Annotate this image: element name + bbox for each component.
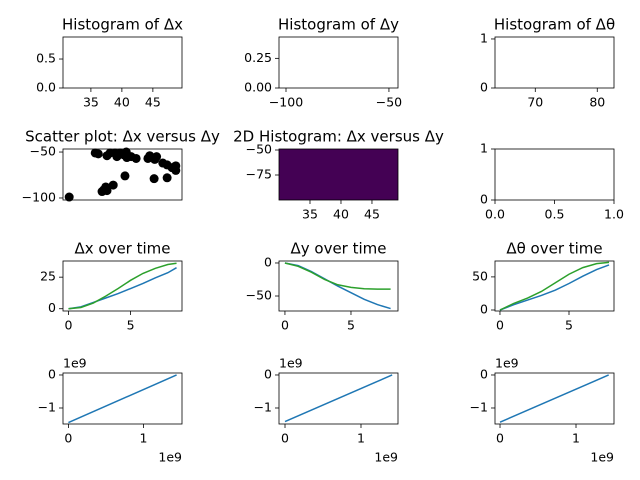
x-tick-label: 1.0 <box>604 207 624 222</box>
y-tick-label: 0 <box>264 254 272 269</box>
x-tick-label: 1 <box>572 431 580 446</box>
x-tick-label: 45 <box>364 207 380 222</box>
x-tick-label: 0.0 <box>485 207 505 222</box>
subplot-title: Histogram of Δθ <box>494 16 615 34</box>
subplot-title: Δx over time <box>74 240 170 258</box>
x-offset-label: 1e9 <box>158 450 182 465</box>
x-tick-label: 5 <box>347 318 355 333</box>
line <box>499 374 609 423</box>
line <box>68 374 177 424</box>
x-tick-label: 35 <box>302 207 318 222</box>
x-tick-label: 70 <box>527 95 543 110</box>
y-tick-label: 0.5 <box>36 51 56 66</box>
line <box>284 374 393 423</box>
y-tick-label: 0 <box>480 80 488 95</box>
scatter-point <box>162 173 172 183</box>
x-tick-label: −100 <box>269 95 303 110</box>
subplot-title: Scatter plot: Δx versus Δy <box>25 128 220 146</box>
line <box>68 262 177 310</box>
scatter-point <box>149 174 159 184</box>
y-tick-label: 0 <box>48 300 56 315</box>
x-tick-label: 80 <box>589 95 605 110</box>
x-tick-label: 0 <box>281 318 289 333</box>
subplot-title: Δθ over time <box>506 240 602 258</box>
line <box>499 264 610 311</box>
y-tick-label: 50 <box>472 268 488 283</box>
y-offset-label: 1e9 <box>279 356 303 371</box>
axes-frame <box>278 36 399 89</box>
y-tick-label: 0.0 <box>36 80 56 95</box>
x-tick-label: 40 <box>114 95 130 110</box>
y-offset-label: 1e9 <box>63 356 87 371</box>
axes-frame <box>62 372 183 425</box>
y-tick-label: 0 <box>480 366 488 381</box>
y-tick-label: 1 <box>480 30 488 45</box>
axes-frame <box>278 148 399 201</box>
axes-frame <box>62 260 183 312</box>
subplot-title: 2D Histogram: Δx versus Δy <box>233 128 444 146</box>
scatter-point <box>108 180 118 190</box>
y-tick-label: −50 <box>30 144 56 159</box>
axes-frame <box>278 260 399 312</box>
y-tick-label: −1 <box>470 399 488 414</box>
scatter-point <box>152 152 162 162</box>
y-tick-label: −50 <box>246 288 272 303</box>
y-tick-label: −100 <box>22 189 56 204</box>
y-tick-label: 1 <box>480 141 488 156</box>
scatter-point <box>93 149 103 159</box>
x-tick-label: 0 <box>496 431 504 446</box>
y-tick-label: 0 <box>48 366 56 381</box>
axes-frame <box>494 260 615 312</box>
scatter-point <box>120 171 130 181</box>
x-tick-label: 0.5 <box>545 207 565 222</box>
y-tick-label: −1 <box>254 399 272 414</box>
line <box>499 261 610 311</box>
x-tick-label: 0 <box>496 318 504 333</box>
x-offset-label: 1e9 <box>590 450 614 465</box>
x-tick-label: 5 <box>127 318 135 333</box>
scatter-point <box>102 186 112 196</box>
axes-frame <box>278 372 399 425</box>
line <box>284 262 391 310</box>
x-offset-label: 1e9 <box>374 450 398 465</box>
x-tick-label: 0 <box>64 431 72 446</box>
subplot-title: Δy over time <box>290 240 386 258</box>
x-tick-label: −50 <box>376 95 402 110</box>
x-tick-label: 1 <box>140 431 148 446</box>
axes-frame <box>494 36 615 89</box>
y-tick-label: 0 <box>480 302 488 317</box>
y-tick-label: 0 <box>480 192 488 207</box>
x-tick-label: 1 <box>357 431 365 446</box>
y-tick-label: 0.25 <box>244 50 272 65</box>
x-tick-label: 0 <box>281 431 289 446</box>
axes-frame <box>494 148 615 201</box>
scatter-point <box>171 161 181 171</box>
line <box>68 267 177 310</box>
axes-frame <box>494 372 615 425</box>
axes-frame <box>62 36 183 89</box>
line <box>284 262 391 290</box>
x-tick-label: 0 <box>64 318 72 333</box>
heatmap <box>279 149 398 200</box>
scatter-point <box>64 192 74 202</box>
x-tick-label: 35 <box>83 95 99 110</box>
y-offset-label: 1e9 <box>495 356 519 371</box>
y-tick-label: −75 <box>246 167 272 182</box>
subplot-title: Histogram of Δy <box>278 16 399 34</box>
x-tick-label: 45 <box>145 95 161 110</box>
y-tick-label: −50 <box>246 142 272 157</box>
y-tick-label: 0 <box>264 366 272 381</box>
axes-frame <box>62 148 183 201</box>
x-tick-label: 5 <box>565 318 573 333</box>
subplot-title: Histogram of Δx <box>62 16 183 34</box>
y-tick-label: 0.00 <box>244 80 272 95</box>
y-tick-label: 25 <box>40 269 56 284</box>
scatter-point <box>131 153 141 163</box>
y-tick-label: −1 <box>38 399 56 414</box>
x-tick-label: 40 <box>333 207 349 222</box>
